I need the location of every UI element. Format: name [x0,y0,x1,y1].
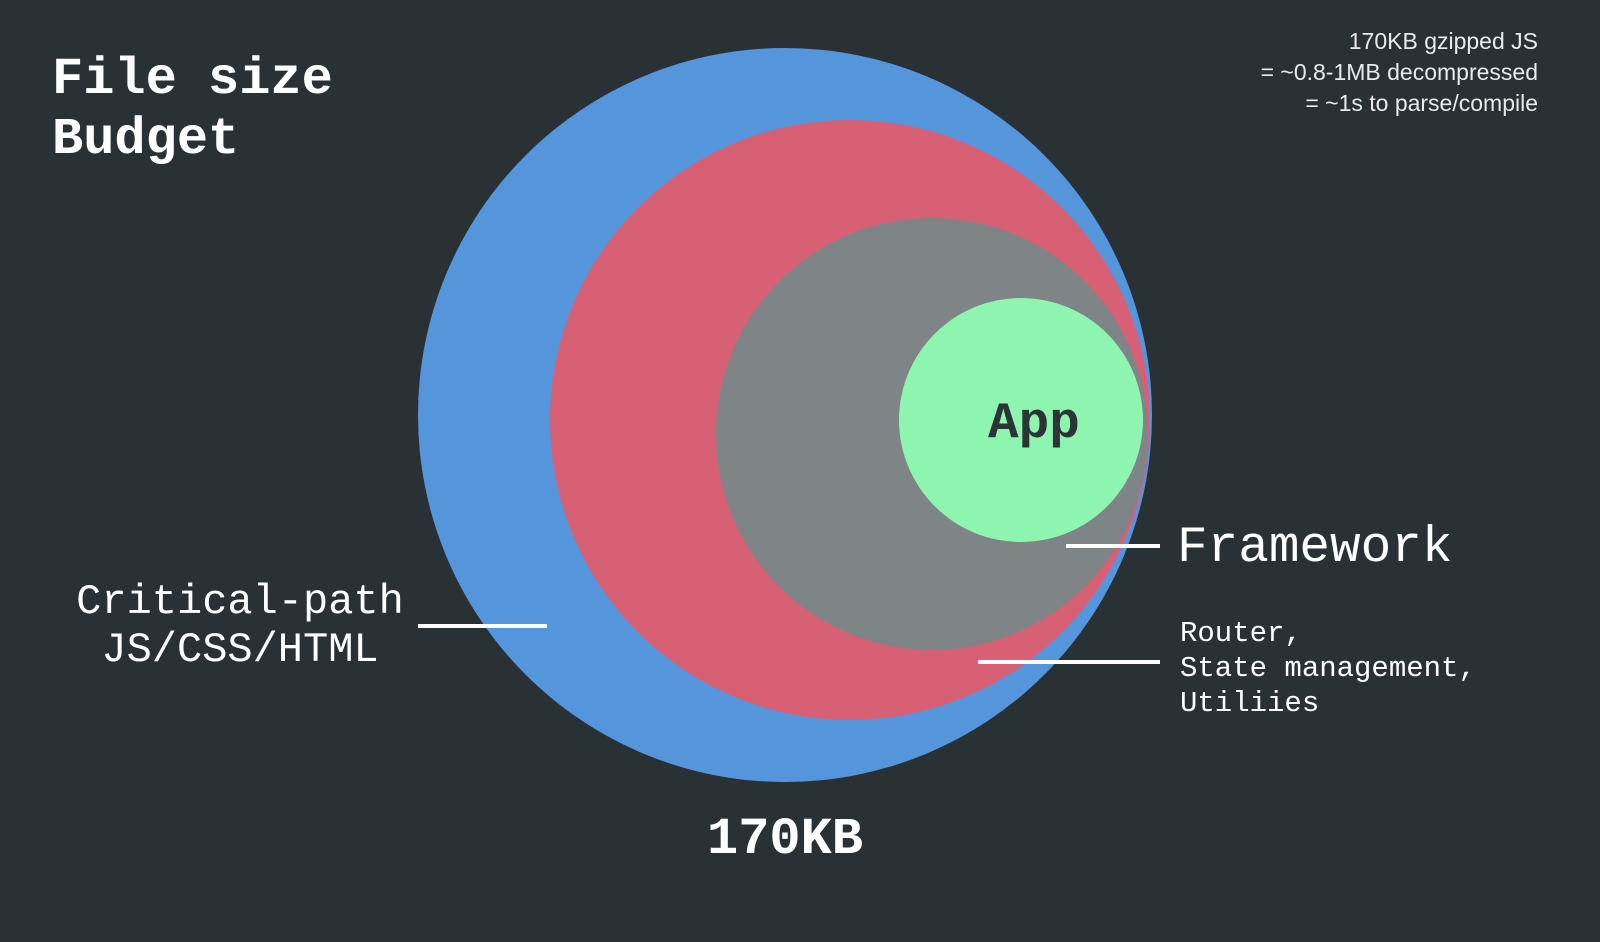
label-line: Router, [1180,617,1302,650]
app-circle [899,298,1143,542]
framework-label: Framework [1177,520,1453,577]
router-label: Router, State management, Utiliies [1180,616,1476,721]
title-line: Budget [52,110,240,169]
note-line: 170KB gzipped JS [1348,28,1538,54]
label-line: JS/CSS/HTML [101,626,379,674]
critical-path-label: Critical-path JS/CSS/HTML [60,578,420,674]
app-label: App [988,396,1080,453]
label-line: Critical-path [76,578,404,626]
note-line: = ~0.8-1MB decompressed [1260,59,1538,85]
total-size-label: 170KB [0,810,1600,870]
total-size-value: 170KB [706,810,864,869]
size-note: 170KB gzipped JS = ~0.8-1MB decompressed =… [1261,26,1538,119]
label-line: State management, [1180,652,1476,685]
title-line: File size [52,50,333,109]
label-line: Utiliies [1180,687,1320,720]
note-line: = ~1s to parse/compile [1305,90,1538,116]
page-title: File size Budget [52,50,333,170]
